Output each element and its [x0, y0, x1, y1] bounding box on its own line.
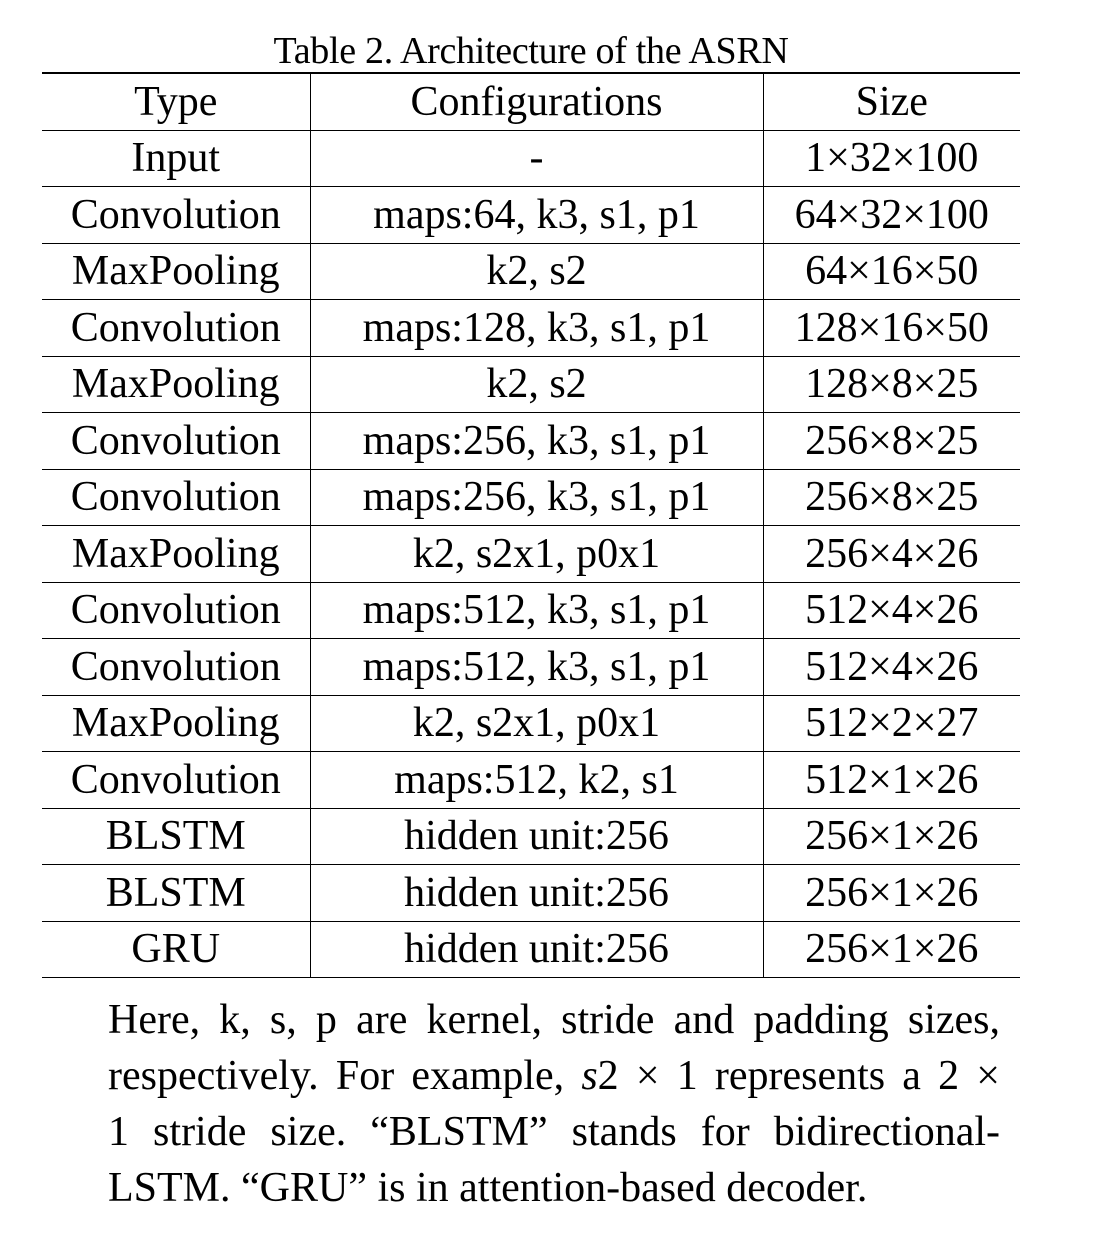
cell-configuration: maps:128, k3, s1, p1	[309, 299, 764, 356]
table-row: BLSTM hidden unit:256 256×1×26	[42, 807, 1020, 865]
cell-size: 256×8×25	[763, 412, 1020, 469]
cell-size: 128×8×25	[763, 355, 1020, 413]
cell-type: BLSTM	[42, 807, 310, 865]
cell-size: 64×32×100	[763, 186, 1020, 243]
table-row: MaxPooling k2, s2x1, p0x1 256×4×26	[42, 525, 1020, 582]
cell-type: Convolution	[42, 638, 310, 695]
cell-size: 256×1×26	[763, 807, 1020, 865]
cell-configuration: k2, s2x1, p0x1	[309, 525, 764, 582]
cell-size: 512×2×27	[763, 694, 1020, 752]
table-row: Convolution maps:256, k3, s1, p1 256×8×2…	[42, 468, 1020, 526]
cell-type: Convolution	[42, 186, 310, 243]
table-row: GRU hidden unit:256 256×1×26	[42, 920, 1020, 978]
cell-type: Convolution	[42, 751, 310, 808]
cell-type: MaxPooling	[42, 525, 310, 582]
cell-size: 64×16×50	[763, 242, 1020, 300]
cell-configuration: maps:64, k3, s1, p1	[309, 186, 764, 243]
table-row: MaxPooling k2, s2 128×8×25	[42, 355, 1020, 413]
cell-size: 256×8×25	[763, 468, 1020, 526]
cell-size: 512×4×26	[763, 581, 1020, 639]
table-row: Convolution maps:256, k3, s1, p1 256×8×2…	[42, 412, 1020, 469]
cell-configuration: k2, s2	[309, 355, 764, 413]
cell-configuration: k2, s2x1, p0x1	[309, 694, 764, 752]
cell-type: GRU	[42, 920, 310, 978]
cell-size: 512×4×26	[763, 638, 1020, 695]
table-row: Convolution maps:128, k3, s1, p1 128×16×…	[42, 299, 1020, 356]
cell-size: 256×4×26	[763, 525, 1020, 582]
note-text: respectively. For example,	[108, 1053, 582, 1099]
table-note: Here, k, s, p are kernel, stride and pad…	[108, 992, 1000, 1216]
table-row: Convolution maps:512, k2, s1 512×1×26	[42, 751, 1020, 808]
cell-type: Convolution	[42, 581, 310, 639]
cell-configuration: hidden unit:256	[309, 807, 764, 865]
math-symbol: s	[581, 1053, 598, 1099]
cell-size: 256×1×26	[763, 920, 1020, 978]
table-row: Convolution maps:512, k3, s1, p1 512×4×2…	[42, 581, 1020, 639]
note-text: 2 × 1 represents a 2 ×	[597, 1053, 1000, 1099]
cell-type: MaxPooling	[42, 355, 310, 413]
cell-type: Convolution	[42, 468, 310, 526]
header-row: Type Configurations Size	[42, 72, 1020, 130]
note-line: respectively. For example, s2 × 1 repres…	[108, 1048, 1000, 1104]
cell-type: Input	[42, 129, 310, 187]
note-line: 1 stride size. “BLSTM” stands for bidire…	[108, 1109, 1000, 1155]
cell-configuration: maps:512, k3, s1, p1	[309, 581, 764, 639]
table-row: MaxPooling k2, s2x1, p0x1 512×2×27	[42, 694, 1020, 752]
cell-size: 128×16×50	[763, 299, 1020, 356]
note-line: Here, k, s, p are kernel, stride and pad…	[108, 997, 1000, 1043]
table-row: Convolution maps:64, k3, s1, p1 64×32×10…	[42, 186, 1020, 243]
cell-configuration: maps:256, k3, s1, p1	[309, 412, 764, 469]
table-row: Convolution maps:512, k3, s1, p1 512×4×2…	[42, 638, 1020, 695]
cell-configuration: k2, s2	[309, 242, 764, 300]
table-row: Input - 1×32×100	[42, 129, 1020, 187]
cell-configuration: maps:512, k3, s1, p1	[309, 638, 764, 695]
column-header-size: Size	[763, 72, 1020, 130]
cell-type: Convolution	[42, 412, 310, 469]
cell-size: 1×32×100	[763, 129, 1020, 187]
cell-type: MaxPooling	[42, 242, 310, 300]
cell-configuration: -	[309, 129, 764, 187]
cell-configuration: maps:256, k3, s1, p1	[309, 468, 764, 526]
cell-type: BLSTM	[42, 864, 310, 921]
architecture-table: Type Configurations Size Input - 1×32×10…	[42, 72, 1020, 978]
cell-type: Convolution	[42, 299, 310, 356]
cell-type: MaxPooling	[42, 694, 310, 752]
cell-configuration: maps:512, k2, s1	[309, 751, 764, 808]
table-caption: Table 2. Architecture of the ASRN	[273, 30, 789, 72]
cell-configuration: hidden unit:256	[309, 864, 764, 921]
note-line: LSTM. “GRU” is in attention-based decode…	[108, 1165, 868, 1211]
table-row: BLSTM hidden unit:256 256×1×26	[42, 864, 1020, 921]
cell-size: 256×1×26	[763, 864, 1020, 921]
cell-size: 512×1×26	[763, 751, 1020, 808]
table-row: MaxPooling k2, s2 64×16×50	[42, 242, 1020, 300]
column-header-type: Type	[42, 72, 310, 130]
cell-configuration: hidden unit:256	[309, 920, 764, 978]
column-header-configurations: Configurations	[309, 72, 764, 130]
